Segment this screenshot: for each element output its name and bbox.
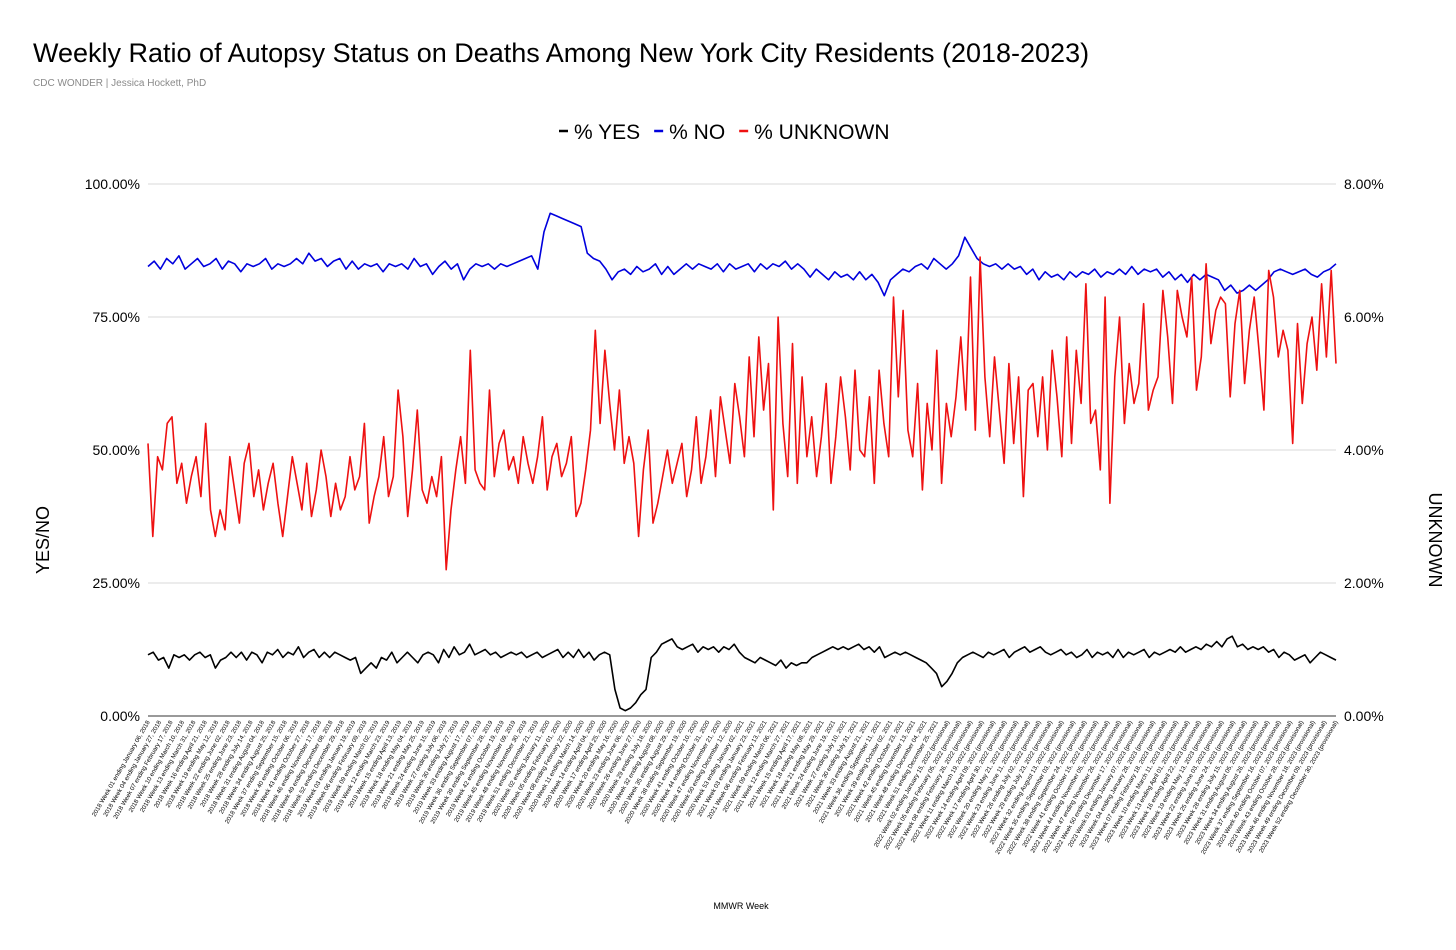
legend-entry[interactable]: % YES: [559, 121, 640, 144]
legend-label: % UNKNOWN: [754, 121, 889, 144]
left-axis-ticks: 0.00% 25.00% 50.00% 75.00% 100.00%: [85, 176, 140, 724]
legend-entry[interactable]: % NO: [654, 121, 725, 144]
left-tick-label: 25.00%: [93, 575, 140, 591]
x-axis-title: MMWR Week: [713, 901, 769, 911]
chart-title: Weekly Ratio of Autopsy Status on Deaths…: [33, 38, 1089, 68]
legend-label: % NO: [669, 121, 725, 144]
gridlines: [148, 183, 1336, 717]
series-line-pct-no: [147, 212, 1337, 297]
right-axis-title: UNKNOWN: [1425, 493, 1445, 588]
left-axis-title: YES/NO: [33, 506, 53, 574]
right-tick-label: 6.00%: [1344, 309, 1384, 325]
right-axis-ticks: 0.00% 2.00% 4.00% 6.00% 8.00%: [1344, 176, 1384, 724]
legend-label: % YES: [574, 121, 640, 144]
right-tick-label: 4.00%: [1344, 442, 1384, 458]
chart-legend: % YES % NO % UNKNOWN: [559, 121, 890, 144]
left-tick-label: 100.00%: [85, 176, 140, 192]
left-tick-label: 75.00%: [93, 309, 140, 325]
left-tick-label: 50.00%: [93, 442, 140, 458]
right-tick-label: 2.00%: [1344, 575, 1384, 591]
series-lines: [147, 212, 1337, 712]
left-tick-label: 0.00%: [100, 708, 140, 724]
right-tick-label: 8.00%: [1344, 176, 1384, 192]
series-line-pct-yes: [147, 635, 1337, 712]
chart-subtitle: CDC WONDER | Jessica Hockett, PhD: [33, 78, 206, 89]
series-line-pct-unknown: [147, 256, 1337, 571]
legend-entry[interactable]: % UNKNOWN: [739, 121, 890, 144]
x-axis-ticks: 2018 Week 01 ending January 06, 20182018…: [91, 719, 1340, 856]
right-tick-label: 0.00%: [1344, 708, 1384, 724]
